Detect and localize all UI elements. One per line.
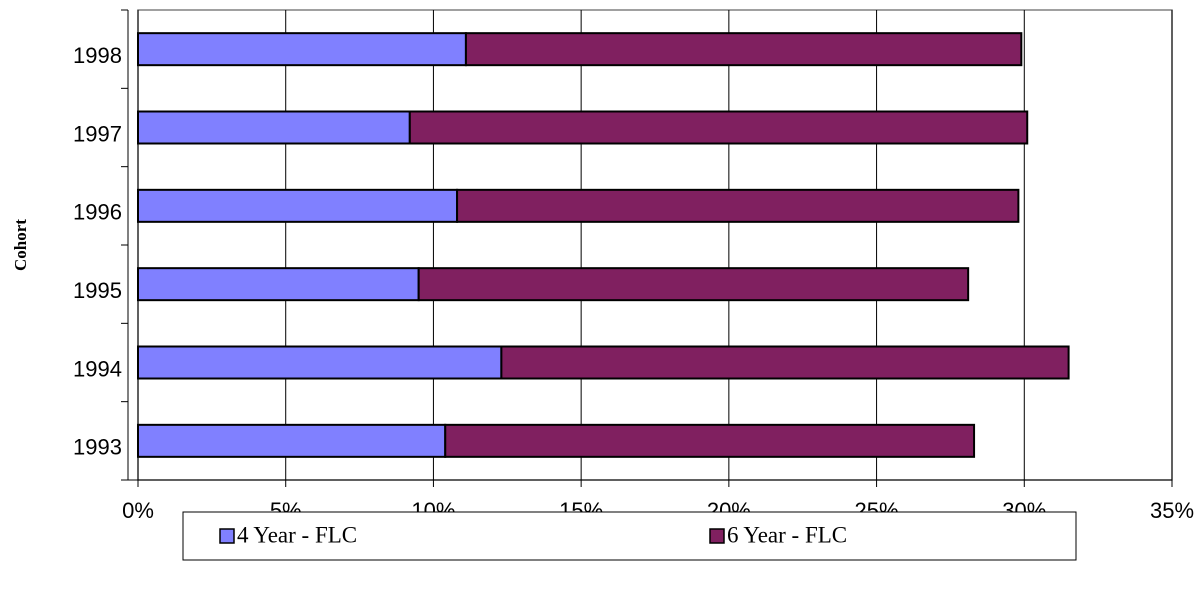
bar-segment xyxy=(500,345,1070,380)
bar-segment xyxy=(417,267,970,302)
y-tick-label: 1996 xyxy=(73,200,122,225)
bar-segment xyxy=(137,345,503,380)
bar-segment xyxy=(137,423,447,458)
legend-label: 6 Year - FLC xyxy=(727,522,847,547)
y-tick-label: 1997 xyxy=(73,121,122,146)
legend-swatch xyxy=(709,528,725,544)
bar-segment xyxy=(464,32,1023,67)
y-tick-label: 1994 xyxy=(73,356,122,381)
bar-segment xyxy=(137,267,420,302)
bar-segment xyxy=(444,423,976,458)
bar-segment xyxy=(137,32,467,67)
bar-segment xyxy=(408,110,1029,145)
legend-box xyxy=(182,511,1077,561)
y-tick-label: 1998 xyxy=(73,43,122,68)
y-axis-label: Cohort xyxy=(11,219,30,271)
legend-swatch xyxy=(219,528,235,544)
y-tick-label: 1995 xyxy=(73,278,122,303)
x-tick-label: 0% xyxy=(122,498,154,523)
x-tick-label: 35% xyxy=(1150,498,1194,523)
bar-segment xyxy=(137,188,459,223)
y-tick-label: 1993 xyxy=(73,435,122,460)
bar-segment xyxy=(456,188,1020,223)
bar-segment xyxy=(137,110,411,145)
plot-area xyxy=(137,9,1173,481)
legend-label: 4 Year - FLC xyxy=(237,522,357,547)
